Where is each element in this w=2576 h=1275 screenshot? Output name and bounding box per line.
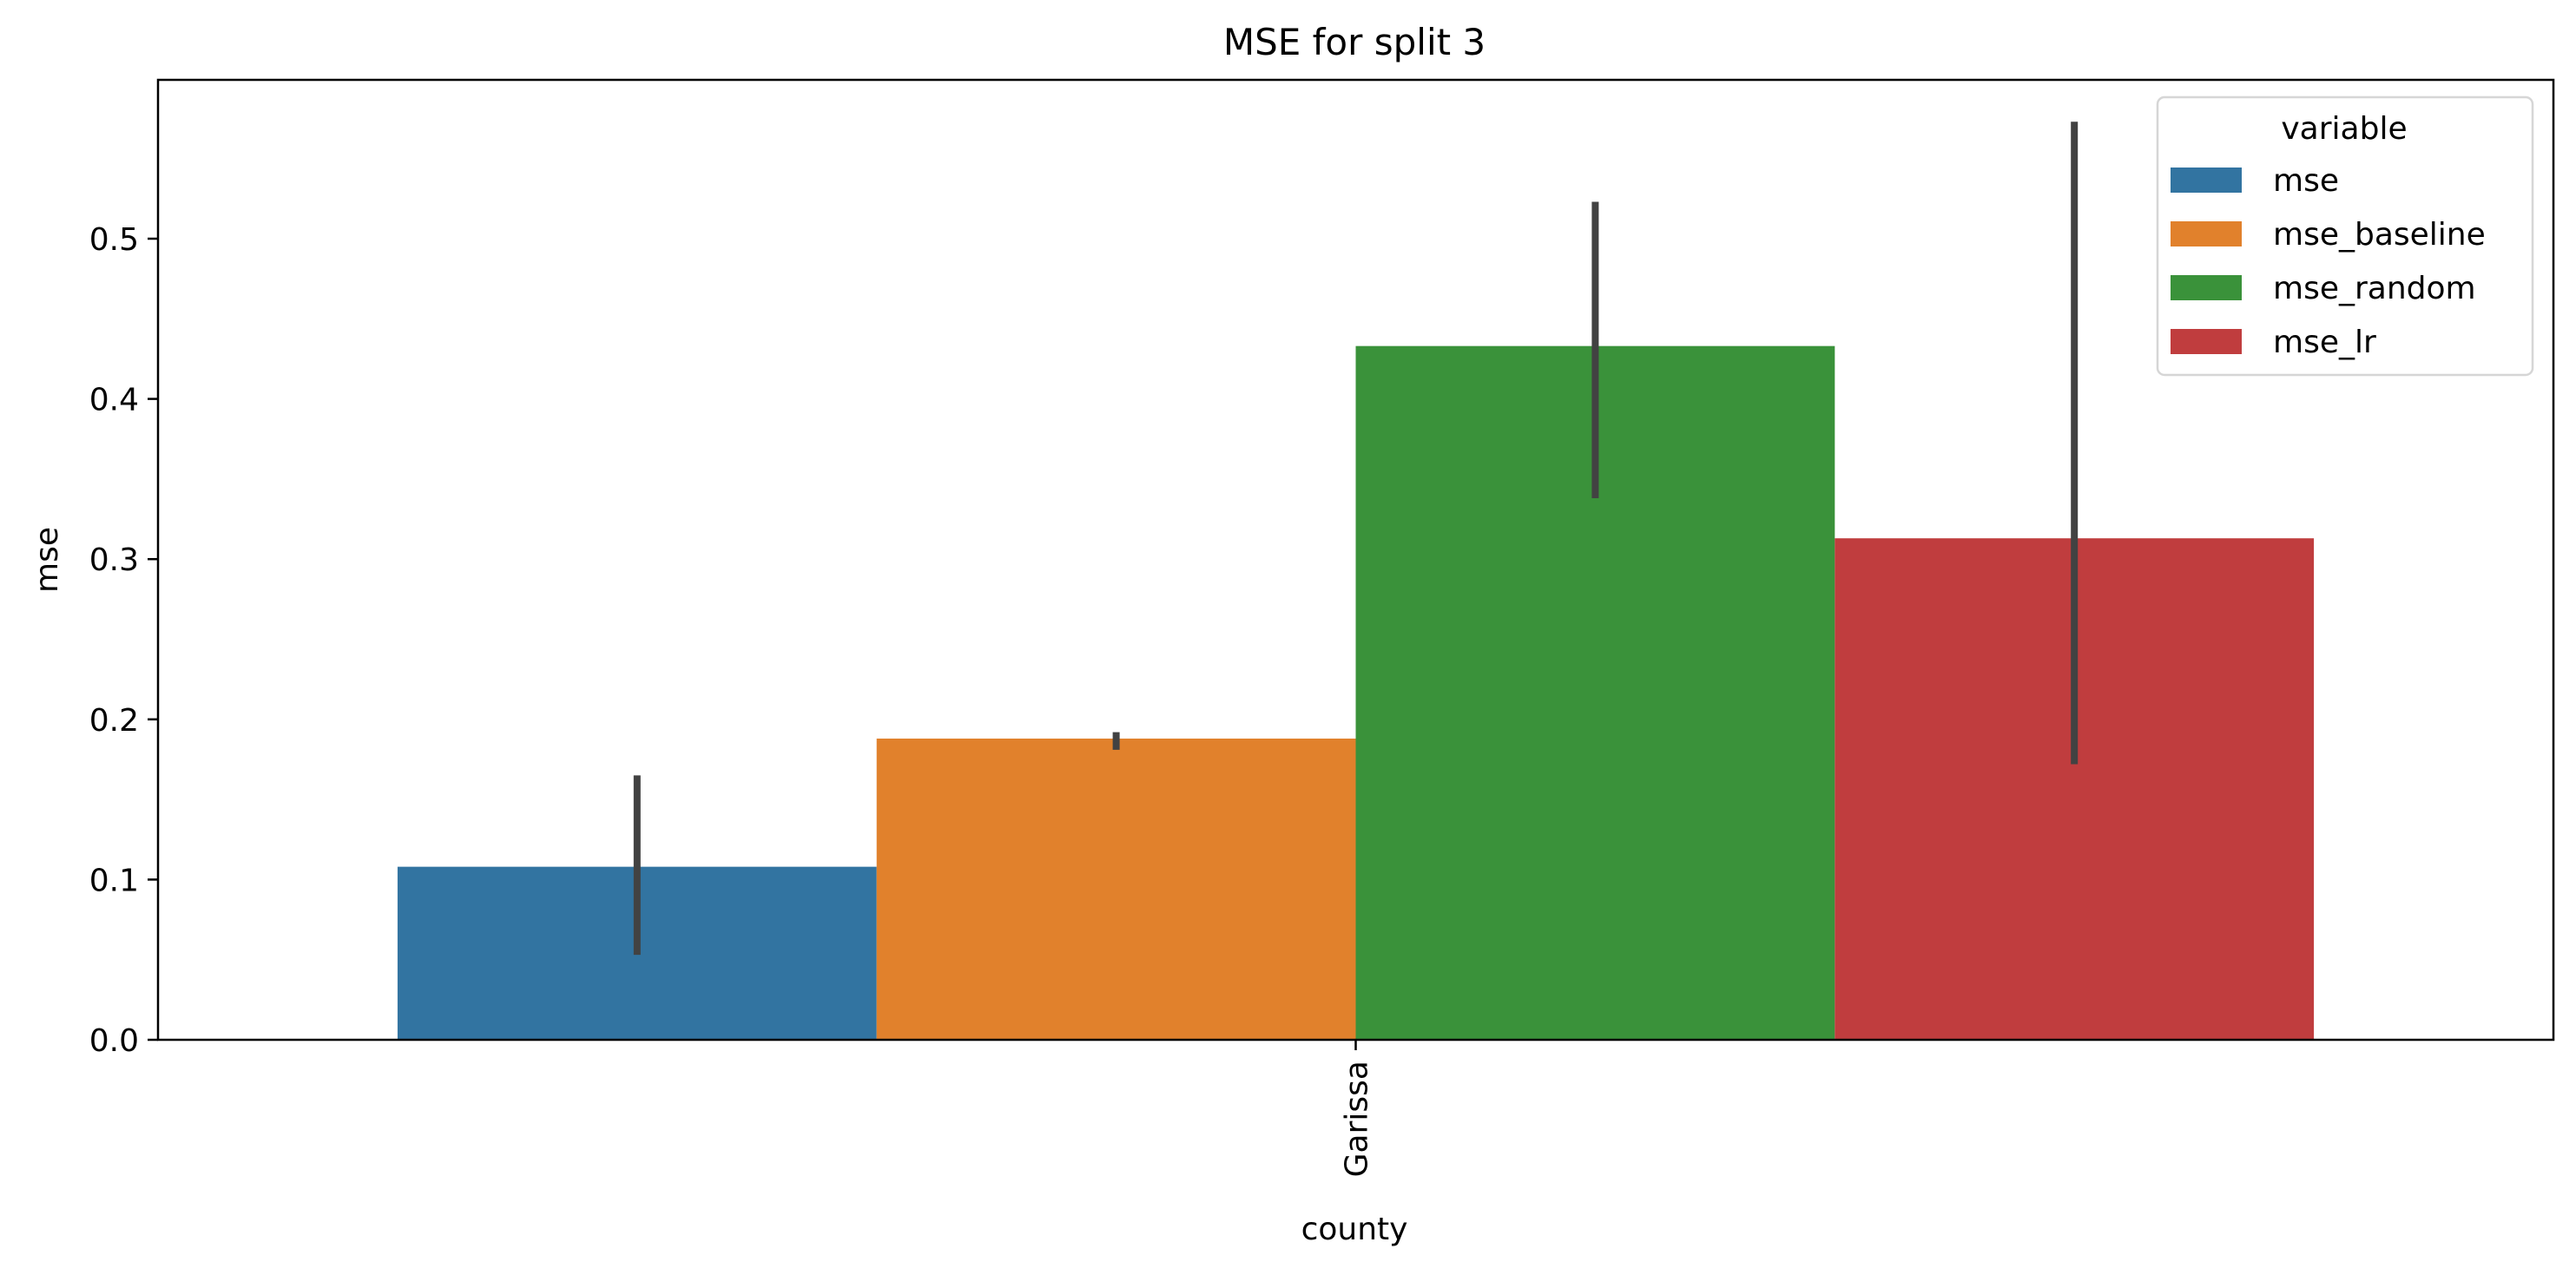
y-axis-label: mse xyxy=(30,527,65,593)
legend-swatch-mse xyxy=(2171,168,2242,193)
y-tick-label: 0.5 xyxy=(89,222,139,258)
y-tick-label: 0.4 xyxy=(89,383,139,418)
legend-swatch-mse_lr xyxy=(2171,329,2242,354)
bars-layer xyxy=(397,345,2315,1040)
legend-box xyxy=(2156,95,2534,377)
x-tick-label: Garissa xyxy=(1340,1061,1375,1177)
legend-swatch-mse_baseline xyxy=(2171,221,2242,246)
bar-mse_baseline xyxy=(876,738,1356,1040)
y-tick-label: 0.3 xyxy=(89,542,139,578)
y-tick-label: 0.1 xyxy=(89,863,139,898)
legend-label-mse_lr: mse_lr xyxy=(2273,325,2376,360)
x-axis: Garissa xyxy=(1340,1040,1375,1177)
y-tick-label: 0.2 xyxy=(89,703,139,739)
error-bars-layer xyxy=(633,122,2079,956)
x-axis-label: county xyxy=(1301,1212,1408,1247)
legend-title: variable xyxy=(2281,111,2407,147)
chart-title: MSE for split 3 xyxy=(1223,21,1486,63)
legend-swatch-mse_random xyxy=(2171,275,2242,300)
legend-label-mse_baseline: mse_baseline xyxy=(2273,217,2486,253)
legend-label-mse: mse xyxy=(2273,163,2339,199)
y-tick-label: 0.0 xyxy=(89,1023,139,1059)
y-axis: 0.0 0.1 0.2 0.3 0.4 0.5 xyxy=(89,222,158,1059)
legend-label-mse_random: mse_random xyxy=(2273,271,2476,306)
legend: variable mse mse_baseline mse_random mse_lr xyxy=(2156,95,2534,377)
